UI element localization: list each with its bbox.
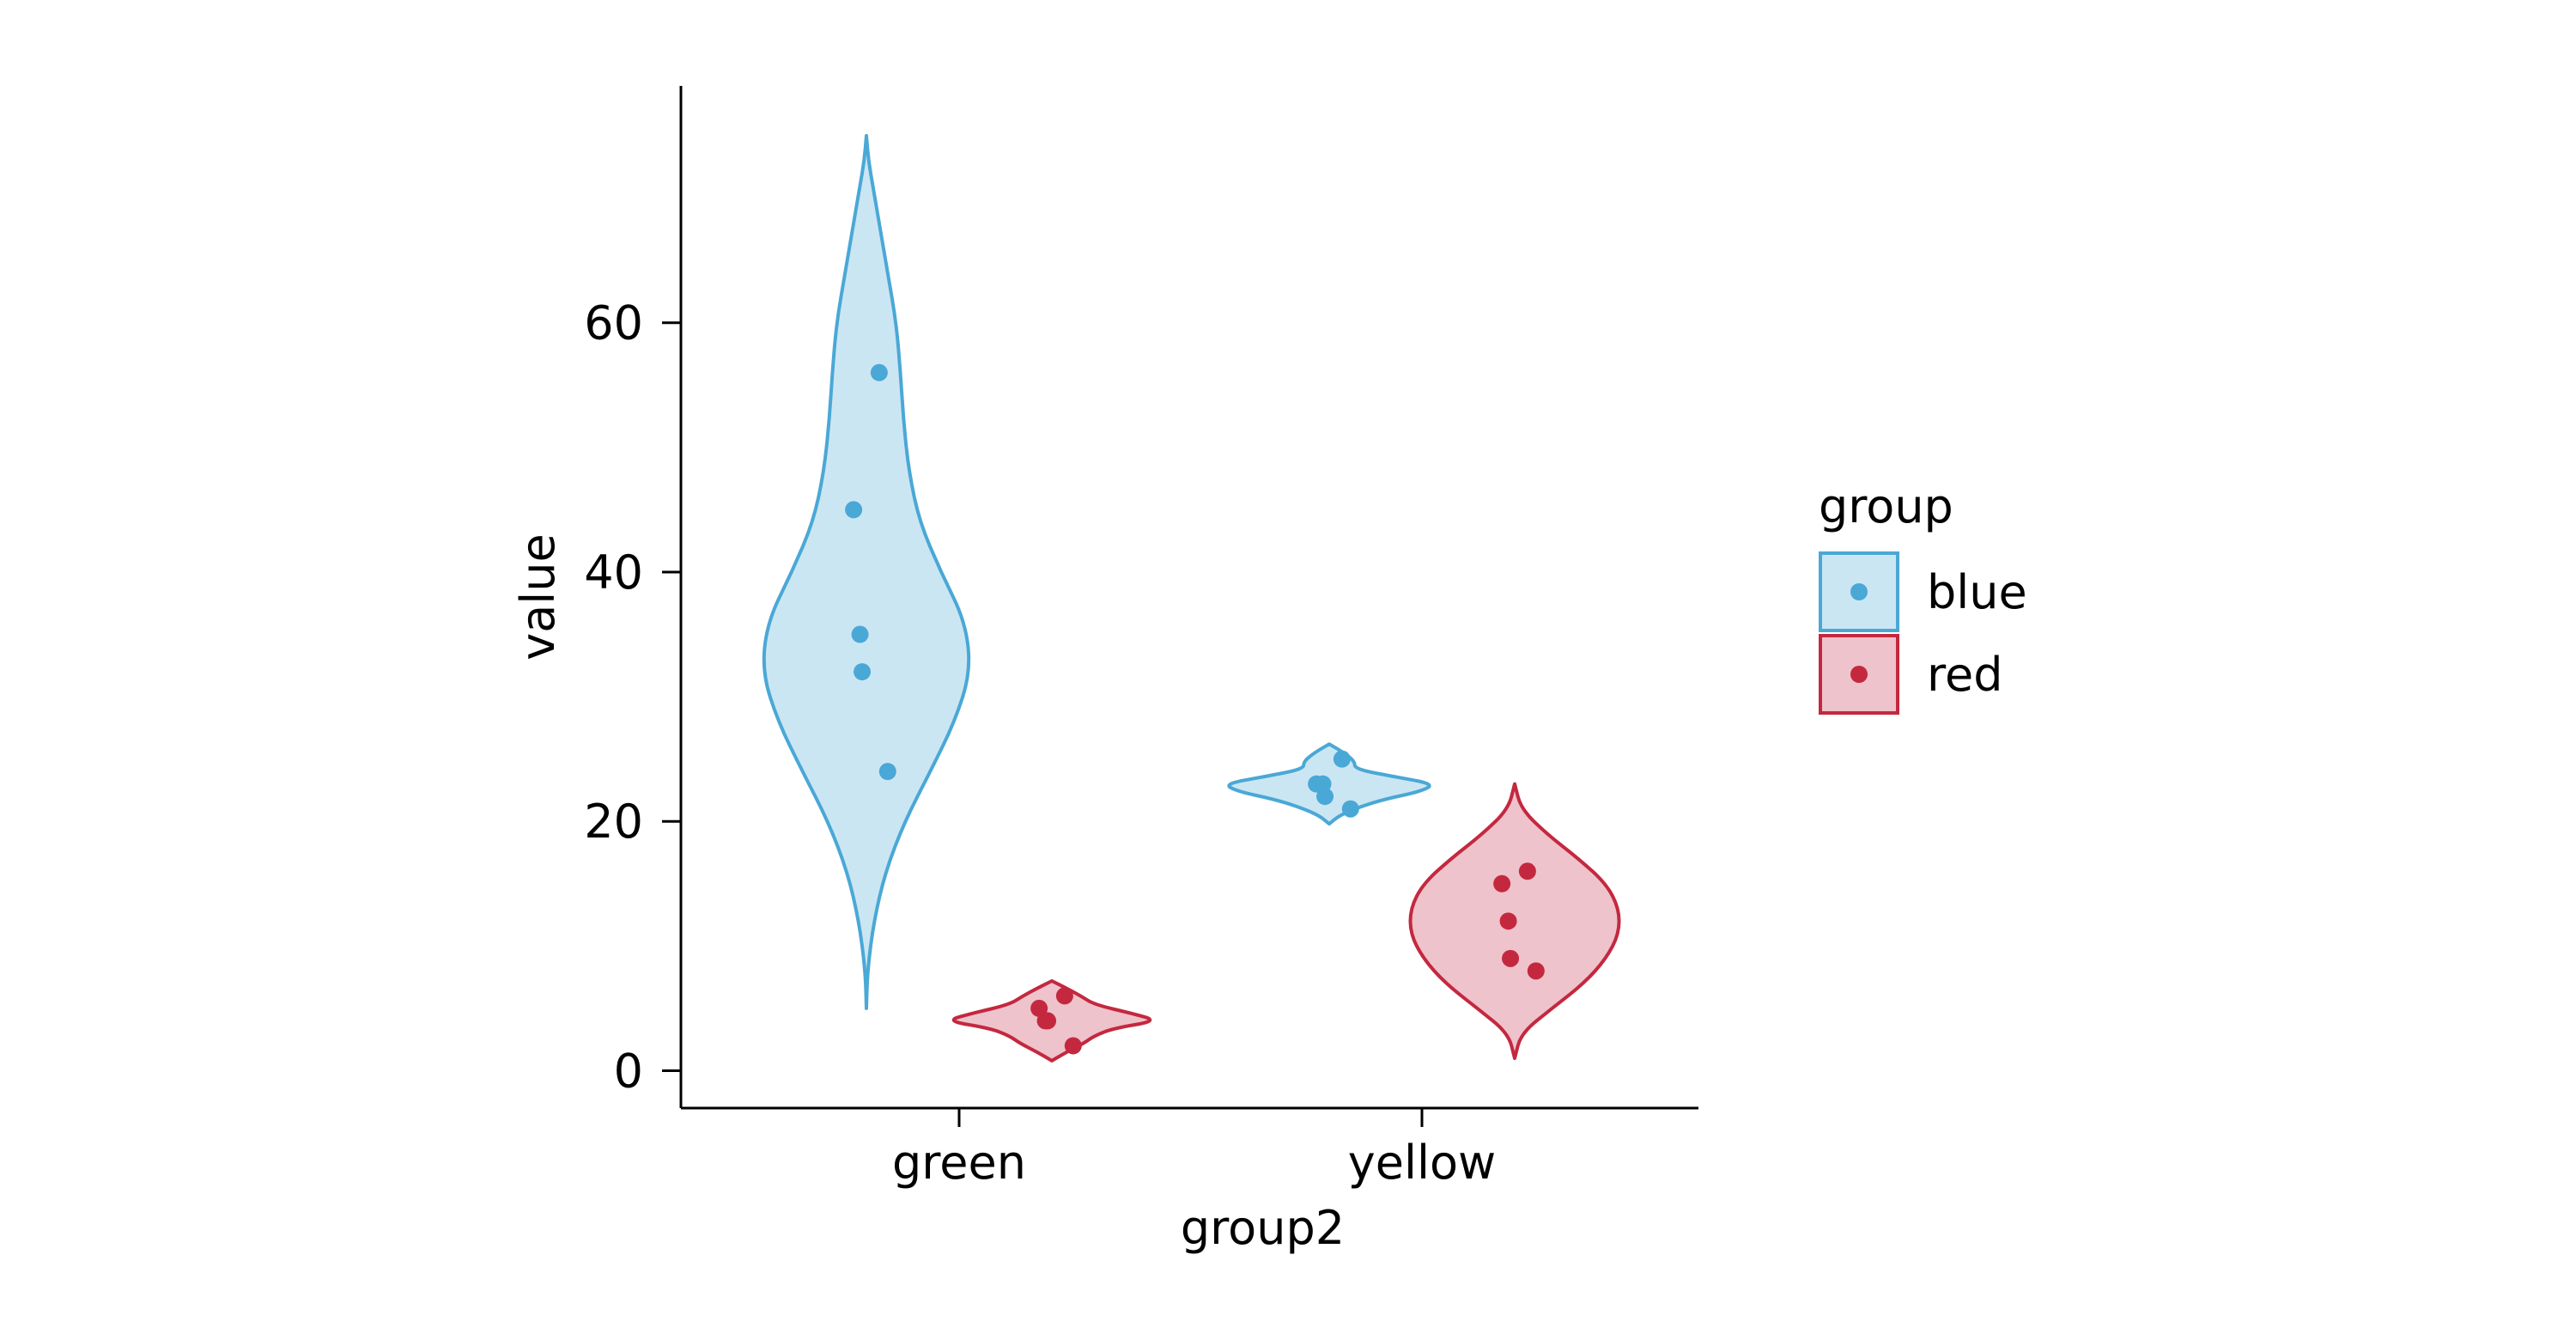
- legend-label-blue: blue: [1927, 565, 2027, 619]
- legend-key-red: [1819, 634, 1899, 715]
- data-point: [854, 663, 872, 681]
- y-tick-label: 60: [584, 296, 643, 350]
- points-layer: [845, 363, 1545, 1055]
- data-point: [1316, 788, 1334, 806]
- data-point: [851, 625, 869, 643]
- y-tick-label: 40: [584, 545, 643, 600]
- data-point: [845, 501, 863, 519]
- data-point: [1493, 874, 1511, 892]
- data-point: [1039, 1012, 1057, 1030]
- y-axis-ticks: 0 20 40 60: [584, 296, 681, 1098]
- violin-layer: [762, 134, 1621, 1063]
- data-point: [1055, 987, 1073, 1005]
- legend: group blue red: [1819, 479, 2027, 715]
- legend-key-point: [1850, 666, 1868, 683]
- y-tick-label: 20: [584, 795, 643, 849]
- data-point: [1333, 750, 1351, 768]
- violin-blue-green: [762, 134, 971, 1010]
- data-point: [1518, 862, 1536, 880]
- legend-title: group: [1819, 479, 1953, 533]
- legend-key-point: [1850, 583, 1868, 600]
- legend-label-red: red: [1927, 648, 2003, 702]
- y-tick-label: 0: [614, 1044, 643, 1098]
- y-axis-title: value: [511, 533, 565, 661]
- x-tick-label: green: [892, 1136, 1026, 1190]
- data-point: [1064, 1037, 1082, 1055]
- data-point: [1341, 800, 1359, 818]
- data-point: [1502, 949, 1520, 967]
- data-point: [870, 363, 888, 381]
- axes-layer: 0 20 40 60 green yellow: [584, 86, 1698, 1190]
- data-point: [878, 763, 896, 781]
- x-axis-title: group2: [1181, 1201, 1345, 1255]
- x-tick-label: yellow: [1348, 1136, 1496, 1190]
- data-point: [1499, 912, 1517, 930]
- data-point: [1527, 962, 1545, 980]
- x-axis-ticks: green yellow: [892, 1108, 1496, 1190]
